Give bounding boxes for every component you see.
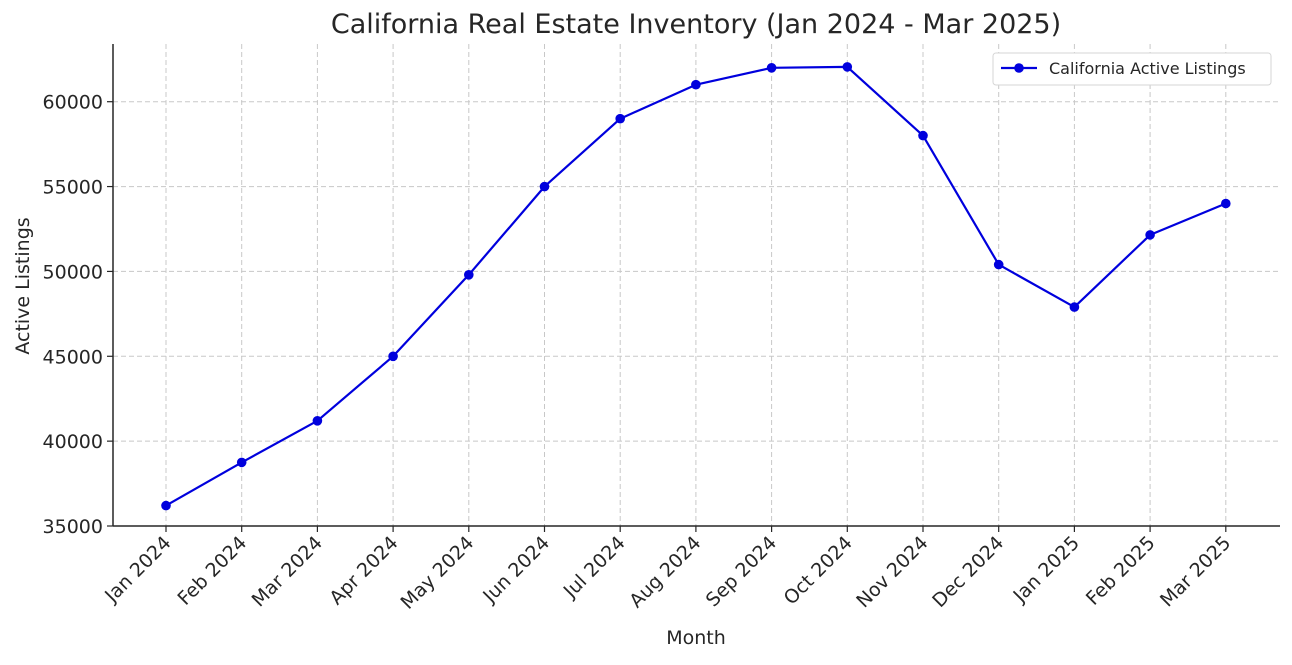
- x-tick-label: Mar 2025: [1156, 532, 1235, 611]
- x-tick-label: Jul 2024: [559, 532, 630, 603]
- legend-entry-label: California Active Listings: [1049, 59, 1246, 78]
- grid: [113, 44, 1280, 527]
- y-tick-label: 60000: [43, 92, 103, 114]
- y-tick-label: 45000: [43, 346, 103, 368]
- y-tick-label: 55000: [43, 177, 103, 199]
- data-point: [1145, 230, 1155, 240]
- legend-box: [992, 52, 1272, 86]
- legend-marker-swatch: [1014, 63, 1024, 73]
- y-tick-label: 50000: [43, 261, 103, 283]
- data-point: [691, 79, 701, 90]
- x-tick-label: Nov 2024: [852, 532, 932, 612]
- x-tick-label: Aug 2024: [625, 532, 705, 612]
- data-point: [842, 62, 853, 72]
- data-point: [918, 130, 928, 141]
- x-tick-label: Feb 2025: [1082, 532, 1160, 610]
- data-point: [1221, 198, 1231, 209]
- data-point: [766, 63, 777, 73]
- x-tick-label: Jan 2024: [100, 532, 175, 607]
- data-point: [236, 457, 247, 468]
- y-tick-label: 35000: [43, 516, 103, 538]
- legend: California Active Listings: [992, 52, 1272, 86]
- data-point: [161, 500, 171, 511]
- data-point: [539, 181, 550, 192]
- x-tick-label: Sep 2024: [702, 532, 781, 611]
- x-tick-label: May 2024: [397, 532, 479, 614]
- data-point: [615, 113, 625, 124]
- data-point: [464, 270, 474, 280]
- x-tick-label: Jun 2024: [478, 532, 554, 608]
- x-tick-label: Oct 2024: [780, 532, 857, 609]
- x-axis-title: Month: [666, 627, 726, 649]
- data-point: [1069, 302, 1080, 312]
- y-axis-title: Active Listings: [12, 217, 34, 354]
- x-tick-label: Jan 2025: [1008, 532, 1083, 607]
- data-point: [388, 351, 398, 362]
- x-tick-label: Mar 2024: [248, 532, 327, 611]
- axes: [112, 44, 1280, 527]
- data-point: [312, 416, 323, 426]
- x-tick-label: Apr 2024: [325, 532, 402, 609]
- x-tick-label: Dec 2024: [928, 532, 1008, 612]
- x-tick-label: Feb 2024: [173, 532, 251, 610]
- chart-title: California Real Estate Inventory (Jan 20…: [331, 9, 1061, 40]
- y-tick-label: 40000: [43, 431, 103, 453]
- data-point: [993, 259, 1004, 270]
- y-axis-ticks: 35000 40000 45000 50000 55000 60000: [43, 92, 113, 538]
- series-layer: [161, 62, 1231, 511]
